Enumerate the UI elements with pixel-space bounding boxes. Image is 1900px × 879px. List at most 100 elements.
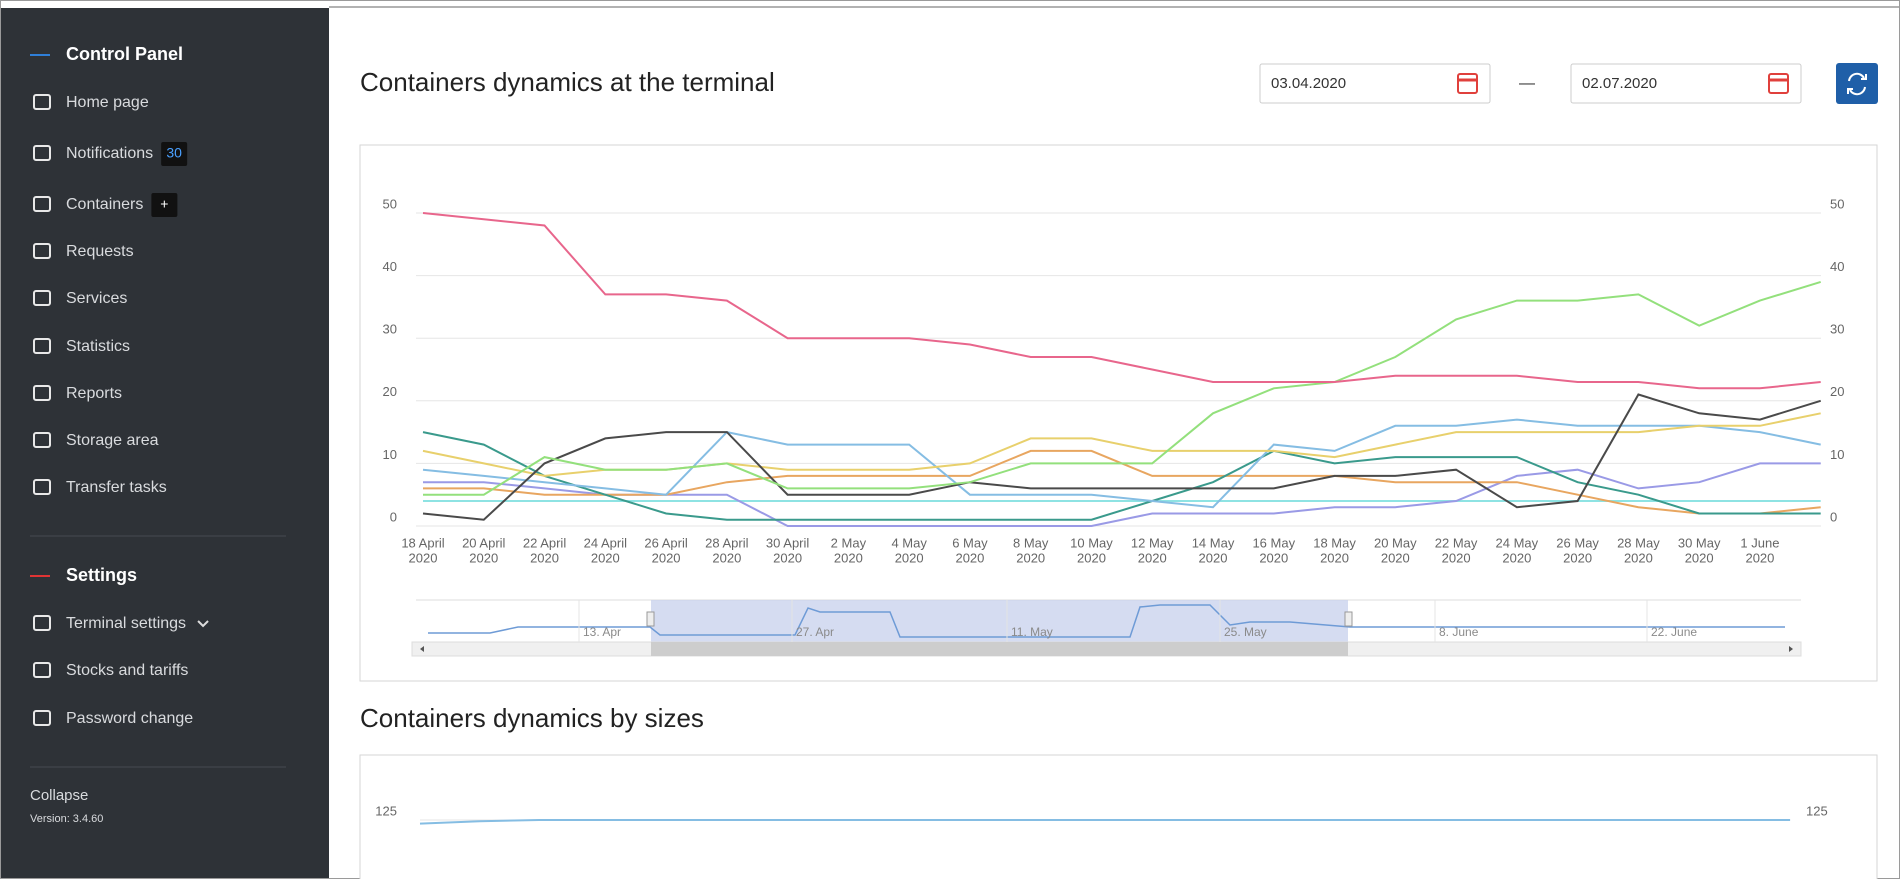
series-line (422, 418, 1821, 509)
y2-tick-label: 20 (1830, 384, 1844, 399)
menu-icon (33, 94, 51, 110)
y-tick-label: 50 (383, 196, 397, 211)
x-tick-label: 2020 (409, 550, 438, 565)
x-tick-label: 28 May (1617, 535, 1660, 550)
x-tick-label: 2020 (1745, 550, 1774, 565)
x-tick-label: 2020 (1016, 550, 1045, 565)
collapse[interactable]: Collapse (30, 787, 88, 804)
x-tick-label: 30 April (766, 535, 809, 550)
x-tick-label: 4 May (891, 535, 927, 550)
calendar-icon[interactable] (1457, 73, 1478, 94)
chart-panel (359, 144, 1878, 682)
y-tick-label: 0 (390, 509, 397, 524)
navigator-label: 27. Apr (796, 625, 834, 639)
navigator-label: 13. Apr (583, 625, 621, 639)
x-tick-label: 2020 (834, 550, 863, 565)
navigator (411, 599, 1802, 657)
x-tick-label: 30 May (1678, 535, 1721, 550)
x-tick-label: 2020 (1442, 550, 1471, 565)
calendar-icon[interactable] (1768, 73, 1789, 94)
x-tick-label: 20 April (462, 535, 505, 550)
y2-tick-label: 40 (1830, 259, 1844, 274)
x-tick-label: 2020 (530, 550, 559, 565)
badge (161, 142, 188, 166)
y2-tick-label: 10 (1830, 447, 1844, 462)
x-tick-label: 2020 (1259, 550, 1288, 565)
date-input[interactable] (1259, 63, 1491, 104)
navigator-label: 11. May (1011, 625, 1053, 639)
x-tick-label: 24 May (1496, 535, 1539, 550)
x-tick-label: 2020 (1563, 550, 1592, 565)
x-tick-label: 18 May (1313, 535, 1356, 550)
x-tick-label: 2020 (1199, 550, 1228, 565)
x-tick-label: 2020 (1502, 550, 1531, 565)
badge (151, 193, 178, 217)
date-input[interactable] (1570, 63, 1802, 104)
y2-tick-label: 50 (1830, 196, 1844, 211)
series-line (422, 212, 1821, 390)
settings-title: Settings (66, 565, 137, 585)
x-tick-label: 2020 (1624, 550, 1653, 565)
x-tick-label: 2020 (773, 550, 802, 565)
menu-icon (33, 710, 51, 726)
x-tick-label: 10 May (1070, 535, 1113, 550)
x-tick-label: 2020 (1685, 550, 1714, 565)
menu-item[interactable]: Containers (66, 196, 143, 213)
x-tick-label: 2020 (712, 550, 741, 565)
y2-tick-label: 125 (1806, 803, 1828, 818)
x-tick-label: 2020 (591, 550, 620, 565)
chart-title: Containers dynamics at the terminal (360, 67, 775, 97)
version: Version: 3.4.60 (30, 813, 103, 825)
menu-icon (33, 290, 51, 306)
y2-tick-label: 0 (1830, 509, 1837, 524)
date-separator: — (1519, 75, 1535, 92)
series-line (423, 280, 1821, 496)
x-tick-label: 12 May (1131, 535, 1174, 550)
y-tick-label: 20 (383, 384, 397, 399)
refresh-button[interactable] (1836, 63, 1878, 104)
menu-item[interactable]: Statistics (66, 338, 130, 355)
x-tick-label: 18 April (401, 535, 444, 550)
y-tick-label: 40 (383, 259, 397, 274)
y-tick-label: 10 (383, 447, 397, 462)
x-tick-label: 22 May (1435, 535, 1478, 550)
navigator-label: 25. May (1224, 625, 1267, 639)
series-line (422, 393, 1821, 521)
badge-text: 30 (166, 145, 182, 161)
menu-item[interactable]: Home page (66, 94, 149, 111)
menu-item[interactable]: Notifications (66, 145, 153, 162)
menu-item[interactable]: Storage area (66, 432, 159, 449)
chevron (197, 620, 209, 628)
x-tick-label: 2020 (652, 550, 681, 565)
menu-item[interactable]: Stocks and tariffs (66, 662, 188, 679)
x-tick-label: 14 May (1192, 535, 1235, 550)
y-tick-label: 125 (375, 803, 397, 818)
date-to: 02.07.2020 (1582, 75, 1657, 92)
menu-item[interactable]: Services (66, 290, 127, 307)
date-from: 03.04.2020 (1271, 75, 1346, 92)
menu-icon (33, 662, 51, 678)
x-tick-label: 2020 (1381, 550, 1410, 565)
x-tick-label: 2020 (895, 550, 924, 565)
menu-item[interactable]: Transfer tasks (66, 479, 167, 496)
sidebar-title: Control Panel (66, 44, 183, 64)
x-tick-label: 20 May (1374, 535, 1417, 550)
navigator-label: 22. June (1651, 625, 1697, 639)
menu-item[interactable]: Reports (66, 385, 122, 402)
x-tick-label: 2020 (469, 550, 498, 565)
chart-panel (359, 754, 1878, 879)
menu-icon (33, 243, 51, 259)
series-line (419, 819, 1791, 825)
x-tick-label: 28 April (705, 535, 748, 550)
x-tick-label: 26 May (1556, 535, 1599, 550)
menu-icon (33, 615, 51, 631)
x-tick-label: 8 May (1013, 535, 1049, 550)
menu-item[interactable]: Password change (66, 710, 193, 727)
x-tick-label: 1 June (1740, 535, 1779, 550)
badge-text: + (160, 196, 168, 212)
menu-item[interactable]: Requests (66, 243, 134, 260)
menu-item[interactable]: Terminal settings (66, 615, 186, 632)
x-tick-label: 16 May (1252, 535, 1295, 550)
